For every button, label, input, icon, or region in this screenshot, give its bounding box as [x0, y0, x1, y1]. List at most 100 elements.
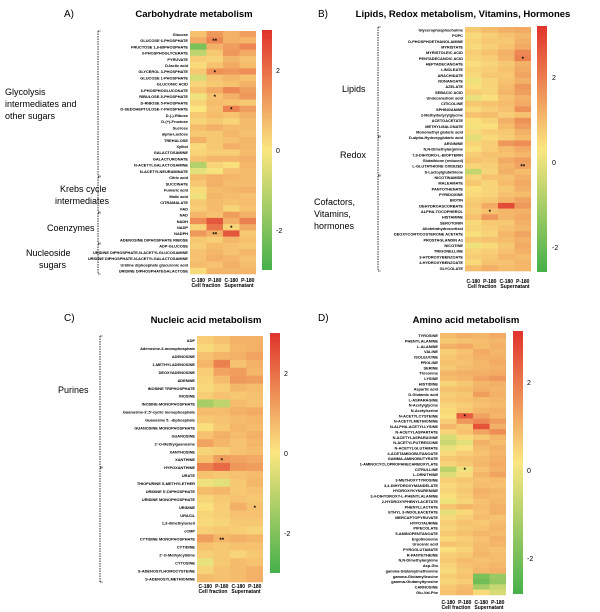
heatmap-cell — [481, 253, 498, 260]
bracket-krebs — [97, 176, 101, 213]
heatmap-cell — [206, 224, 223, 231]
panel-d-column-labels: C-180 P-180 C-180 P-180 — [441, 600, 504, 606]
heatmap-cell — [465, 112, 482, 119]
heatmap-cell — [206, 143, 223, 150]
panel-c-colorbar-tick: -2 — [284, 531, 290, 538]
heatmap-cell — [206, 74, 223, 82]
heatmap-cell — [190, 230, 207, 237]
row-label: 6-PHOSPHOGLUCONATE — [141, 88, 189, 93]
heatmap-cell — [489, 482, 506, 489]
heatmap-cell — [206, 87, 223, 94]
row-label: Urocanic acid — [412, 542, 438, 547]
heatmap-cell — [481, 55, 498, 62]
heatmap-cell — [213, 526, 230, 535]
heatmap-cell — [489, 498, 506, 505]
row-label: Asp-Glu — [423, 563, 439, 568]
heatmap-cell — [465, 83, 482, 90]
heatmap-cell — [456, 578, 473, 585]
row-label: ADENINE — [177, 378, 195, 383]
heatmap-cell — [440, 466, 457, 473]
heatmap-cell — [481, 219, 498, 226]
heatmap-cell — [213, 407, 230, 416]
heatmap-cell — [206, 118, 223, 125]
heatmap-cell — [213, 510, 230, 519]
heatmap-cell — [489, 338, 506, 344]
heatmap-cell — [473, 573, 490, 580]
heatmap-cell — [489, 504, 506, 510]
row-label: D-SEDOHEPTULOSE-7-PHOSPHATE — [120, 107, 188, 112]
heatmap-cell — [514, 248, 531, 255]
row-label: TRIGONELLINE — [434, 249, 463, 254]
heatmap-cell — [230, 336, 247, 345]
significance-marker: * — [214, 70, 217, 76]
heatmap-cell — [206, 205, 223, 212]
heatmap-cell — [190, 112, 207, 119]
heatmap-cell — [213, 431, 230, 440]
heatmap-cell — [213, 391, 230, 400]
heatmap-cell — [465, 191, 482, 198]
heatmap-cell — [239, 255, 256, 262]
heatmap-cell — [473, 504, 490, 510]
heatmap-cell — [465, 180, 482, 187]
row-label: Adenosine-3-monophosphate — [140, 346, 196, 351]
heatmap-cell — [489, 477, 506, 484]
heatmap-cell — [206, 174, 223, 181]
column-label: P-180 — [491, 600, 505, 606]
heatmap-cell — [498, 66, 515, 73]
row-label: 2'-O-Methylcytidine — [159, 552, 196, 557]
row-label: 3-METHOXYTYROSINE — [395, 478, 438, 483]
heatmap-cell — [481, 83, 498, 90]
significance-marker: * — [221, 459, 224, 465]
row-label: PROSTAGLANDIN A1 — [423, 237, 463, 242]
row-label: THIOPURINE S-METHYLETHER — [137, 481, 195, 486]
bracket-redox — [377, 136, 381, 176]
heatmap-cell — [246, 415, 263, 424]
heatmap-cell — [190, 224, 207, 231]
row-label: TYROSINE — [418, 333, 438, 338]
panel-b-cell-fraction-label: Cell fraction — [468, 284, 497, 290]
heatmap-cell — [440, 381, 457, 387]
row-label: GLUCOSE 1-PHOSPHATE — [140, 75, 188, 80]
heatmap-cell — [246, 407, 263, 416]
row-label: ETHYL 3-INDOLEACETATE — [388, 510, 438, 515]
heatmap-cell — [213, 558, 230, 567]
heatmap-cell — [206, 105, 223, 113]
row-label: Threonine — [419, 371, 439, 376]
group-glycolysis-line2: intermediates and — [5, 99, 77, 109]
heatmap-cell — [489, 568, 506, 574]
heatmap-cell — [465, 236, 482, 243]
heatmap-cell — [190, 180, 207, 188]
column-label: P-180 — [248, 584, 262, 590]
row-label: Undecanedioic acid — [426, 96, 463, 101]
heatmap-cell — [206, 180, 223, 188]
heatmap-cell — [246, 494, 263, 503]
row-label: FRUCTOSE 1,6-BIPHOSPHATE — [131, 44, 188, 49]
row-label: D-RIBOSE 5-PHOSPHATE — [141, 100, 189, 105]
row-label: VALINE — [424, 349, 438, 354]
heatmap-cell — [246, 542, 263, 551]
row-label: CITICOLINE — [441, 101, 463, 106]
heatmap-cell — [440, 530, 457, 537]
panel-a-colorbar-tick: -2 — [276, 228, 282, 235]
heatmap-cell — [197, 526, 214, 535]
heatmap-cell — [465, 174, 482, 181]
heatmap-cell — [440, 584, 457, 590]
heatmap-cell — [223, 99, 240, 107]
panel-b-significance: **** — [489, 57, 526, 216]
heatmap-cell — [197, 407, 214, 416]
heatmap-cell — [465, 32, 482, 39]
heatmap-cell — [489, 578, 506, 585]
heatmap-cell — [440, 418, 457, 425]
row-label: INOSINE — [179, 394, 195, 399]
heatmap-cell — [456, 391, 473, 398]
heatmap-cell — [498, 242, 515, 249]
heatmap-cell — [190, 168, 207, 175]
heatmap-cell — [465, 202, 482, 209]
row-label: Glucose — [173, 32, 189, 37]
heatmap-cell — [481, 180, 498, 187]
heatmap-cell — [190, 93, 207, 100]
heatmap-cell — [489, 407, 506, 414]
heatmap-cell — [465, 219, 482, 226]
heatmap-cell — [223, 124, 240, 131]
heatmap-cell — [473, 525, 490, 532]
